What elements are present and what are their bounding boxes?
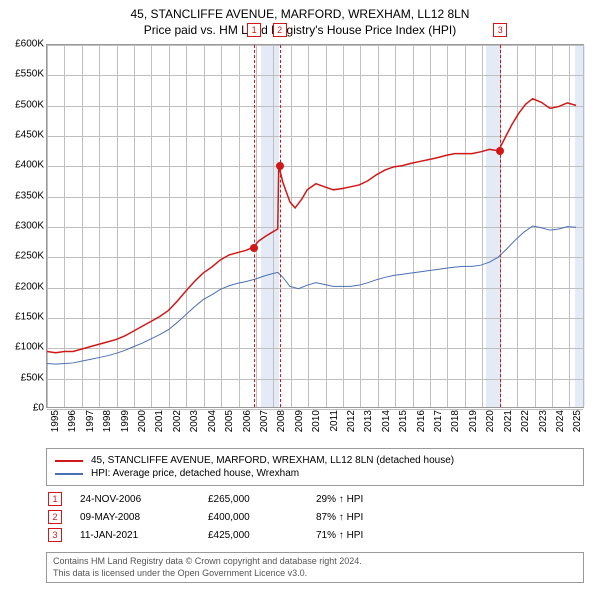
xtick-label: 2002 xyxy=(172,410,183,432)
ytick-label: £50K xyxy=(2,372,44,383)
ytick-label: £600K xyxy=(2,39,44,50)
sale-price: £265,000 xyxy=(208,494,298,505)
xtick-label: 1998 xyxy=(102,410,113,432)
legend-row-property: 45, STANCLIFFE AVENUE, MARFORD, WREXHAM,… xyxy=(55,454,575,467)
line-svg xyxy=(47,45,583,407)
sale-date: 11-JAN-2021 xyxy=(80,530,190,541)
xtick-label: 2017 xyxy=(433,410,444,432)
xtick-label: 2001 xyxy=(154,410,165,432)
sale-row: 1 24-NOV-2006 £265,000 29% ↑ HPI xyxy=(46,490,584,508)
ytick-label: £400K xyxy=(2,160,44,171)
xtick-label: 2018 xyxy=(450,410,461,432)
xtick-label: 1997 xyxy=(85,410,96,432)
xtick-label: 2012 xyxy=(346,410,357,432)
ytick-label: £300K xyxy=(2,221,44,232)
xtick-label: 2004 xyxy=(207,410,218,432)
sale-label-1: 1 xyxy=(247,23,261,37)
sale-marker-line xyxy=(500,45,501,407)
xtick-label: 2010 xyxy=(311,410,322,432)
xtick-label: 2021 xyxy=(503,410,514,432)
xtick-label: 2000 xyxy=(137,410,148,432)
xtick-label: 2015 xyxy=(398,410,409,432)
attribution-line2: This data is licensed under the Open Gov… xyxy=(53,568,577,580)
legend-row-hpi: HPI: Average price, detached house, Wrex… xyxy=(55,467,575,480)
ytick-label: £250K xyxy=(2,251,44,262)
ytick-label: £200K xyxy=(2,281,44,292)
xtick-label: 2003 xyxy=(189,410,200,432)
xtick-label: 2014 xyxy=(381,410,392,432)
xtick-label: 2011 xyxy=(329,410,340,432)
sale-row: 3 11-JAN-2021 £425,000 71% ↑ HPI xyxy=(46,526,584,544)
legend: 45, STANCLIFFE AVENUE, MARFORD, WREXHAM,… xyxy=(46,448,584,486)
sale-index-box: 3 xyxy=(48,528,62,542)
xtick-label: 1999 xyxy=(120,410,131,432)
gridline-h xyxy=(47,409,583,410)
sale-diff: 87% ↑ HPI xyxy=(316,512,363,523)
plot-area: 123 xyxy=(46,44,584,408)
sale-date: 09-MAY-2008 xyxy=(80,512,190,523)
xtick-label: 2023 xyxy=(538,410,549,432)
xtick-label: 2020 xyxy=(485,410,496,432)
xtick-label: 2006 xyxy=(242,410,253,432)
xtick-label: 2024 xyxy=(555,410,566,432)
ytick-label: £0 xyxy=(2,403,44,414)
xtick-label: 2013 xyxy=(363,410,374,432)
xtick-label: 2007 xyxy=(259,410,270,432)
sale-price: £425,000 xyxy=(208,530,298,541)
xtick-label: 2019 xyxy=(468,410,479,432)
sale-row: 2 09-MAY-2008 £400,000 87% ↑ HPI xyxy=(46,508,584,526)
chart-container: 45, STANCLIFFE AVENUE, MARFORD, WREXHAM,… xyxy=(0,0,600,590)
legend-swatch-property xyxy=(55,460,83,462)
attribution-line1: Contains HM Land Registry data © Crown c… xyxy=(53,556,577,568)
series-hpi xyxy=(47,226,576,364)
legend-label-hpi: HPI: Average price, detached house, Wrex… xyxy=(91,468,299,479)
legend-label-property: 45, STANCLIFFE AVENUE, MARFORD, WREXHAM,… xyxy=(91,455,454,466)
ytick-label: £350K xyxy=(2,190,44,201)
sale-label-3: 3 xyxy=(493,23,507,37)
sale-marker-line xyxy=(280,45,281,407)
sales-table: 1 24-NOV-2006 £265,000 29% ↑ HPI 2 09-MAY-200… xyxy=(46,490,584,544)
title-block: 45, STANCLIFFE AVENUE, MARFORD, WREXHAM,… xyxy=(0,0,600,40)
xtick-label: 2005 xyxy=(224,410,235,432)
sale-diff: 71% ↑ HPI xyxy=(316,530,363,541)
xtick-label: 1996 xyxy=(67,410,78,432)
xtick-label: 2008 xyxy=(276,410,287,432)
sale-label-2: 2 xyxy=(273,23,287,37)
sale-point-3 xyxy=(496,147,504,155)
sale-point-1 xyxy=(250,244,258,252)
sale-diff: 29% ↑ HPI xyxy=(316,494,363,505)
xtick-label: 1995 xyxy=(50,410,61,432)
sale-index-box: 2 xyxy=(48,510,62,524)
ytick-label: £450K xyxy=(2,130,44,141)
legend-swatch-hpi xyxy=(55,473,83,475)
sale-point-2 xyxy=(276,162,284,170)
ytick-label: £550K xyxy=(2,69,44,80)
title-subtitle: Price paid vs. HM Land Registry's House … xyxy=(0,22,600,38)
xtick-label: 2016 xyxy=(416,410,427,432)
title-address: 45, STANCLIFFE AVENUE, MARFORD, WREXHAM,… xyxy=(0,6,600,22)
sale-price: £400,000 xyxy=(208,512,298,523)
xtick-label: 2009 xyxy=(294,410,305,432)
sale-index-box: 1 xyxy=(48,492,62,506)
ytick-label: £100K xyxy=(2,342,44,353)
xtick-label: 2022 xyxy=(520,410,531,432)
xtick-label: 2025 xyxy=(572,410,583,432)
sale-marker-line xyxy=(254,45,255,407)
ytick-label: £150K xyxy=(2,312,44,323)
attribution: Contains HM Land Registry data © Crown c… xyxy=(46,552,584,583)
sale-date: 24-NOV-2006 xyxy=(80,494,190,505)
series-property xyxy=(47,99,576,353)
ytick-label: £500K xyxy=(2,99,44,110)
